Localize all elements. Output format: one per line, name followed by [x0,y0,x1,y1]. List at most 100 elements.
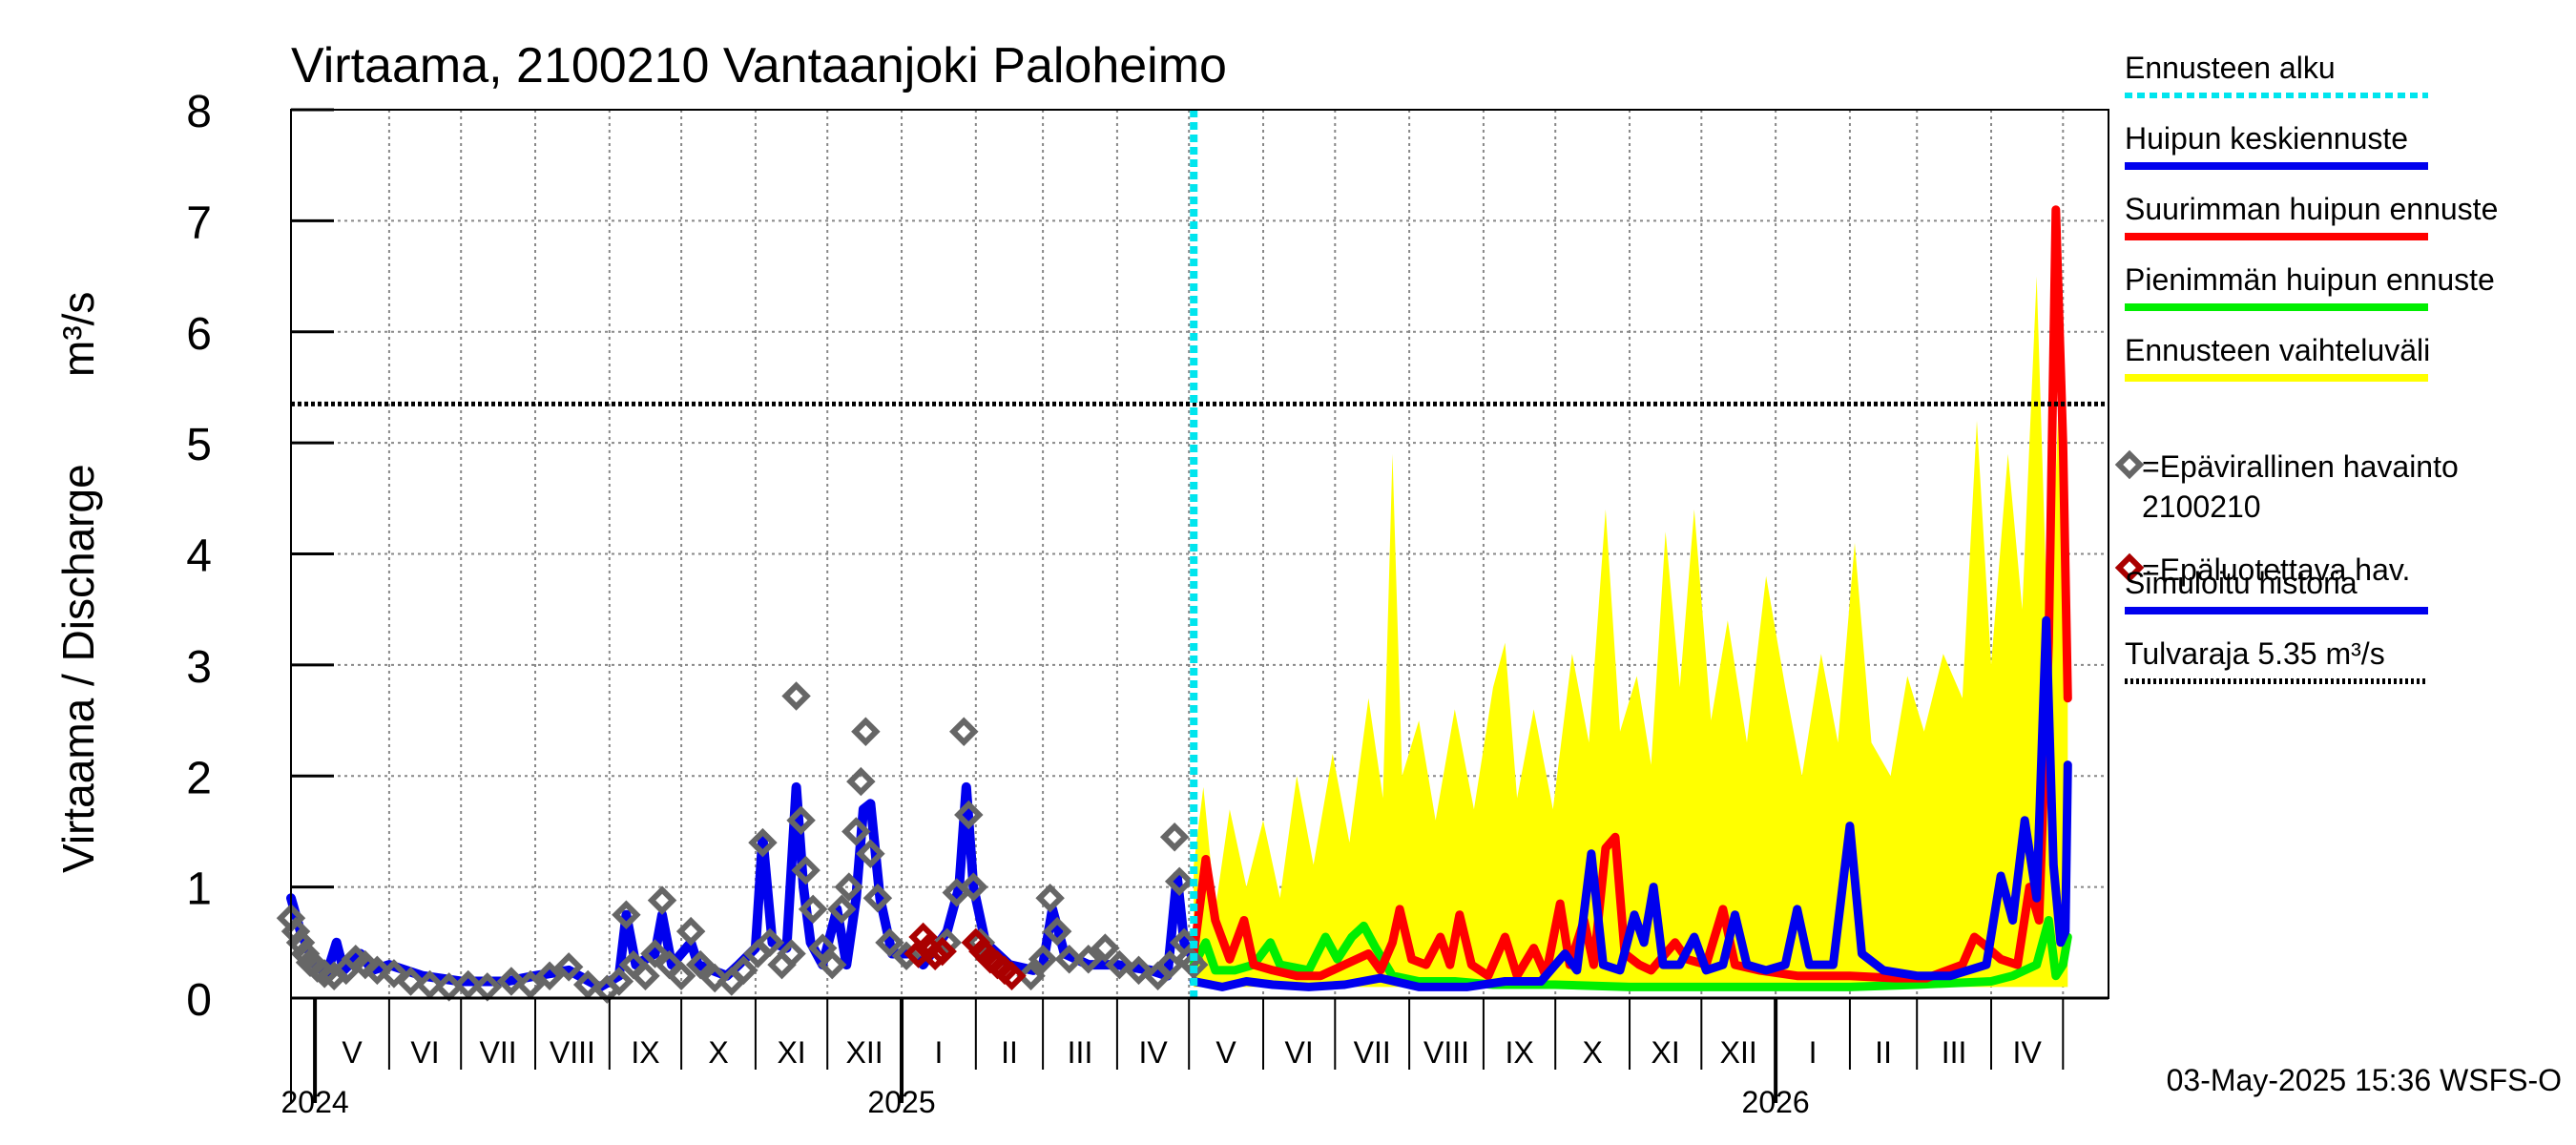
y-tick-label: 5 [186,420,212,470]
point-unofficial-observation [612,900,641,929]
legend-label: Simuloitu historia [2125,566,2358,600]
point-unofficial-observation [640,939,670,968]
y-tick-label: 1 [186,864,212,915]
point-unofficial-observation [827,894,857,925]
y-axis-unit: m³/s [53,292,103,377]
month-label: III [1068,1035,1093,1070]
point-unofficial-observation [280,916,311,947]
legend-label: Suurimman huipun ennuste [2125,192,2498,226]
point-unofficial-observation [875,927,904,958]
point-unofficial-observation [807,933,838,963]
legend-marker [2114,552,2145,583]
point-unofficial-observation [700,963,730,993]
year-label: 2026 [1742,1085,1810,1119]
point-unofficial-observation [856,839,885,868]
point-unreliable-observation [920,941,950,971]
point-unofficial-observation [1042,916,1072,947]
point-unofficial-observation [1028,945,1058,974]
point-unofficial-observation [1159,822,1190,852]
year-label: 2024 [281,1085,349,1119]
month-label: I [1809,1035,1818,1070]
point-unofficial-observation [534,961,565,990]
point-unofficial-observation [396,967,426,996]
month-label: XII [846,1035,883,1070]
point-unofficial-observation [891,941,922,971]
point-unreliable-observation [908,922,938,952]
month-label: IX [631,1035,659,1070]
month-label: VIII [1423,1035,1469,1070]
legend-sublabel: 2100210 [2142,489,2261,524]
point-unofficial-observation [379,959,409,989]
point-unreliable-observation [927,936,957,967]
month-label: X [1582,1035,1602,1070]
point-unofficial-observation [748,827,778,858]
point-unofficial-observation [966,927,996,958]
series-min-peak-forecast [1189,916,2072,991]
month-label: I [934,1035,943,1070]
month-label: VII [480,1035,517,1070]
point-unofficial-observation [1164,866,1195,897]
y-tick-label: 3 [186,642,212,693]
legend-label: Tulvaraja 5.35 m³/s [2125,636,2385,671]
legend-label: Huipun keskiennuste [2125,121,2408,156]
point-unofficial-observation [834,872,864,902]
point-unofficial-observation [851,717,881,746]
point-unreliable-observation [904,939,933,968]
point-unofficial-observation [1178,949,1209,980]
point-unofficial-observation [647,885,677,915]
month-label: IV [1138,1035,1168,1070]
point-unofficial-observation [1016,961,1046,990]
series-forecast-range [1194,276,2068,988]
point-unofficial-observation [675,916,706,947]
month-label: VIII [550,1035,595,1070]
month-label: VII [1354,1035,1391,1070]
point-unofficial-observation [932,927,962,958]
y-tick-label: 8 [186,87,212,137]
point-unofficial-observation [846,766,876,797]
point-unofficial-observation [777,939,806,968]
point-unofficial-observation [1054,945,1084,974]
point-unofficial-observation [515,969,546,1000]
point-unreliable-observation [997,961,1027,990]
month-label: VI [410,1035,439,1070]
legend: Ennusteen alku Huipun keskiennuste Suurimm… [2114,51,2498,684]
point-unofficial-observation [959,872,988,902]
point-unofficial-observation [1035,884,1065,913]
y-axis-label: Virtaama / Discharge [53,464,103,873]
footer-timestamp: 03-May-2025 15:36 WSFS-O [2167,1063,2562,1097]
legend-marker [2114,449,2145,480]
point-unofficial-observation [755,927,785,958]
series-mean-peak-forecast [1189,615,2072,991]
y-tick-label: 0 [186,975,212,1026]
month-label: VI [1285,1035,1314,1070]
legend-label: =Epäluotettava hav. [2142,552,2410,587]
month-label: II [1001,1035,1018,1070]
point-unofficial-observation [415,969,445,1000]
point-unofficial-observation [786,805,816,836]
legend-label: =Epävirallinen havainto [2142,449,2459,484]
point-unofficial-observation [290,939,321,968]
plot-area [276,109,2109,1004]
point-unofficial-observation [781,681,811,711]
chart-title: Virtaama, 2100210 Vantaanjoki Paloheimo [291,38,1227,94]
point-unofficial-observation [729,955,758,986]
month-label: IX [1505,1035,1533,1070]
point-unofficial-observation [363,955,392,986]
legend-label: Ennusteen alku [2125,51,2336,85]
month-label: X [708,1035,728,1070]
point-unofficial-observation [453,969,483,1000]
point-unofficial-observation [949,717,979,746]
point-unofficial-observation [572,969,603,1000]
year-label: 2025 [867,1085,935,1119]
point-unofficial-observation [791,855,821,885]
point-unofficial-observation [685,949,716,980]
point-unofficial-observation [862,884,893,913]
legend-label: Pienimmän huipun ennuste [2125,262,2495,297]
point-unofficial-observation [496,967,527,996]
point-unofficial-observation [1105,949,1134,980]
month-label: V [1215,1035,1236,1070]
month-label: III [1942,1035,1967,1070]
month-label: XII [1720,1035,1757,1070]
month-label: V [342,1035,363,1070]
point-unofficial-observation [285,927,316,958]
